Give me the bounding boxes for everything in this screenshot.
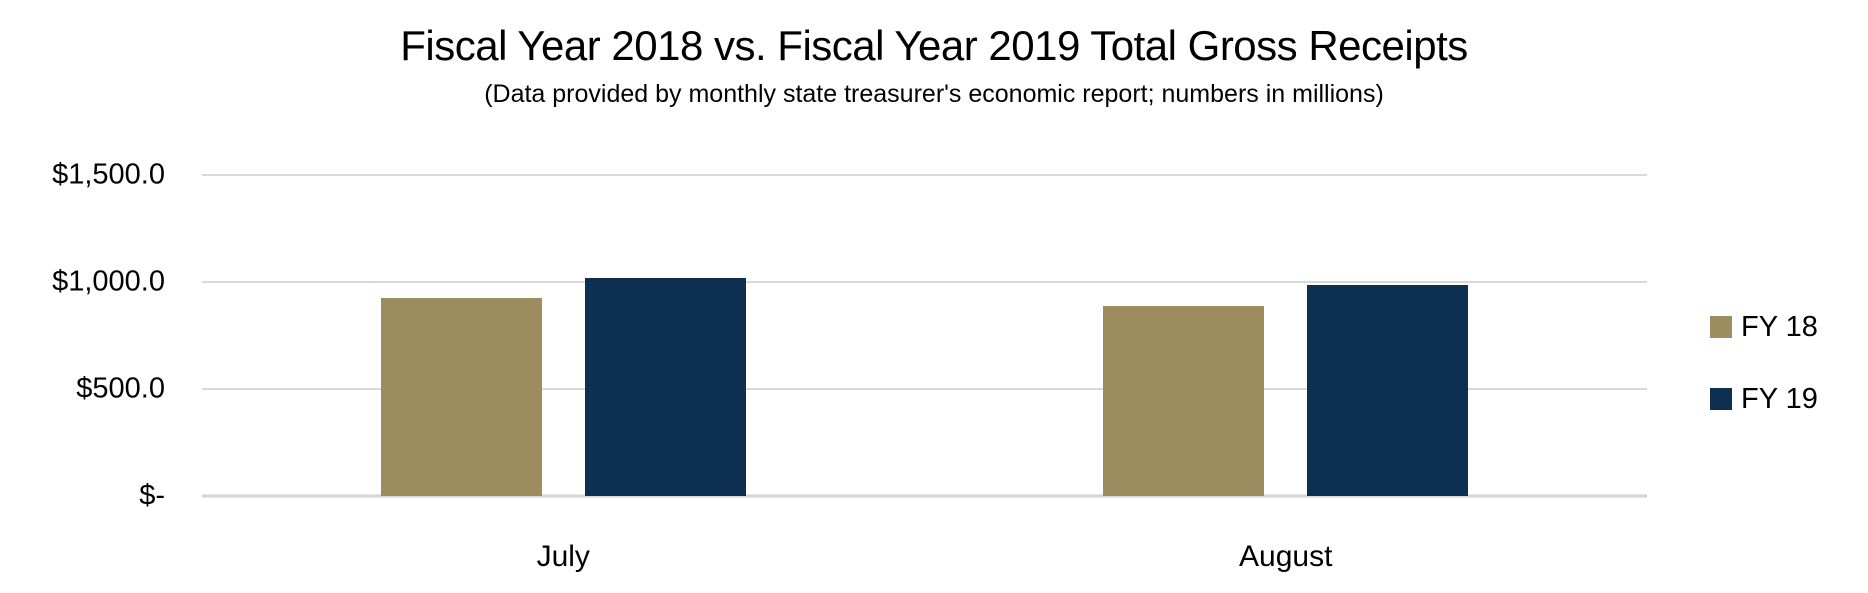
- legend-swatch-icon: [1710, 388, 1732, 410]
- bar-group-august: [925, 175, 1648, 496]
- x-axis: July August: [202, 540, 1647, 574]
- bar-fy-18-july: [380, 298, 542, 496]
- bars-layer: [202, 175, 1647, 496]
- y-axis-tick-label-0: $-: [139, 479, 165, 512]
- legend-label: FY 19: [1741, 382, 1818, 415]
- legend-label: FY 18: [1741, 310, 1818, 343]
- bar-fy-18-august: [1103, 305, 1265, 496]
- y-axis: $- $500.0 $1,000.0 $1,500.0: [0, 159, 165, 512]
- legend: FY 18 FY 19: [1710, 311, 1818, 455]
- legend-item-fy-18: FY 18: [1710, 311, 1818, 343]
- bar-group-july: [202, 175, 925, 496]
- chart-title: Fiscal Year 2018 vs. Fiscal Year 2019 To…: [400, 22, 1468, 69]
- gridline-1000: [202, 281, 1647, 283]
- bar-fy-19-july: [584, 277, 746, 496]
- x-axis-label-august: August: [1239, 540, 1333, 573]
- bar-fy-19-august: [1307, 285, 1469, 496]
- gridline-500: [202, 388, 1647, 390]
- chart-subtitle: (Data provided by monthly state treasure…: [484, 80, 1384, 108]
- y-axis-tick-label-1000: $1,000.0: [52, 265, 165, 298]
- plot-area: [202, 174, 1647, 498]
- legend-swatch-icon: [1710, 316, 1732, 338]
- legend-item-fy-19: FY 19: [1710, 383, 1818, 415]
- gridline-0: [202, 494, 1647, 498]
- x-axis-label-july: July: [536, 540, 590, 573]
- gridline-1500: [202, 174, 1647, 176]
- y-axis-tick-label-500: $500.0: [76, 372, 165, 405]
- y-axis-tick-label-1500: $1,500.0: [52, 158, 165, 191]
